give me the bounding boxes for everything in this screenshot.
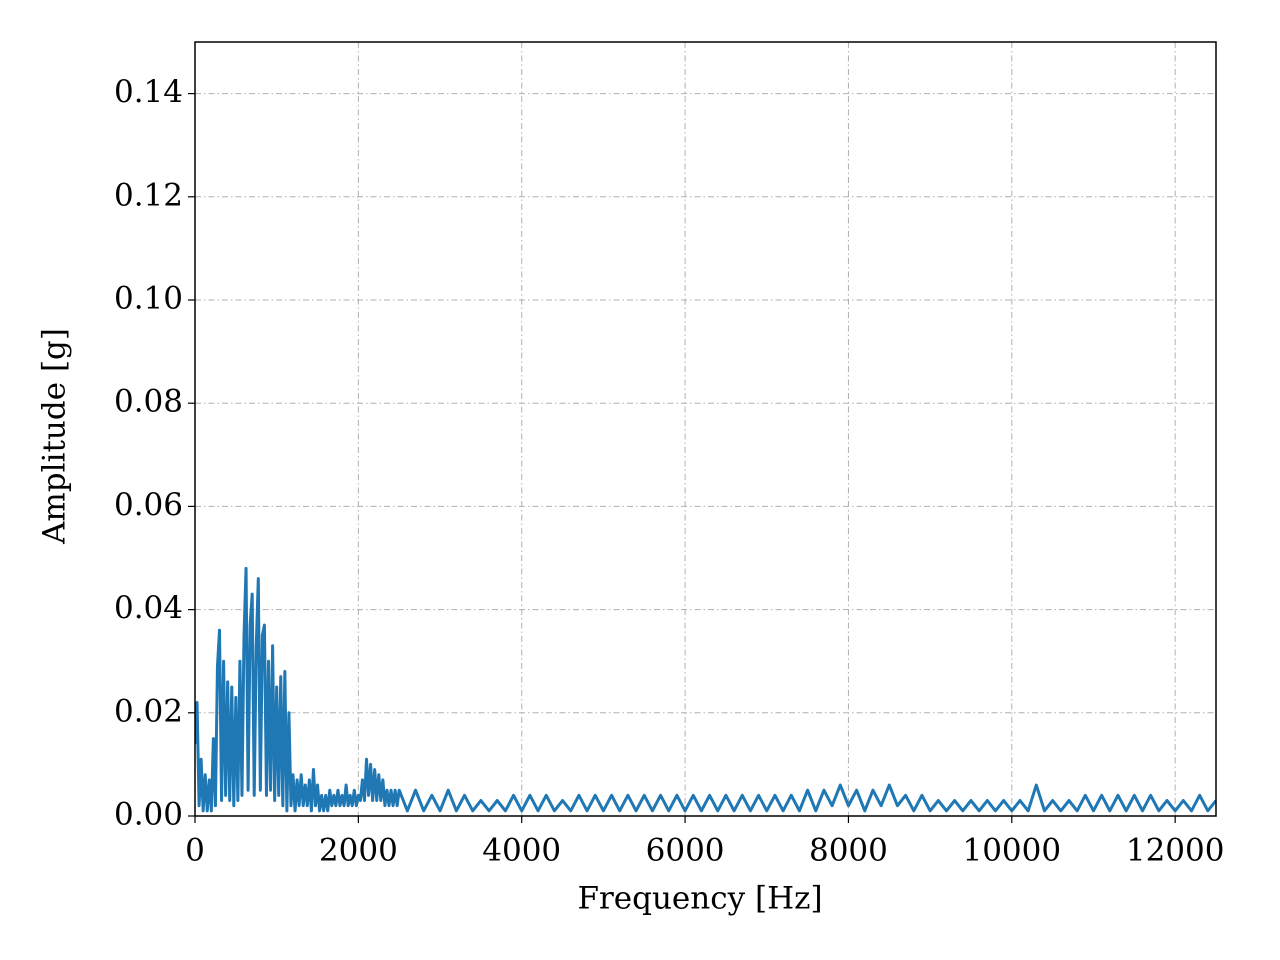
y-tick-label: 0.14 xyxy=(114,74,183,110)
y-tick-label: 0.04 xyxy=(114,590,183,626)
plot-frame xyxy=(194,41,1217,817)
x-tick-label: 2000 xyxy=(319,833,398,869)
x-tick-label: 8000 xyxy=(809,833,888,869)
y-tick-label: 0.00 xyxy=(114,797,183,833)
x-tick-label: 4000 xyxy=(482,833,561,869)
y-tick-label: 0.10 xyxy=(114,281,183,317)
x-axis-label: Frequency [Hz] xyxy=(577,881,822,917)
y-tick-label: 0.02 xyxy=(114,693,183,729)
x-tick-label: 6000 xyxy=(646,833,725,869)
y-tick-label: 0.12 xyxy=(114,177,183,213)
x-tick-label: 10000 xyxy=(962,833,1061,869)
spectrum-line xyxy=(195,566,1216,813)
x-tick-label: 0 xyxy=(185,833,205,869)
y-tick-label: 0.06 xyxy=(114,487,183,523)
y-tick-label: 0.08 xyxy=(114,384,183,420)
y-axis-label: Amplitude [g] xyxy=(37,328,73,545)
x-tick-label: 12000 xyxy=(1126,833,1225,869)
